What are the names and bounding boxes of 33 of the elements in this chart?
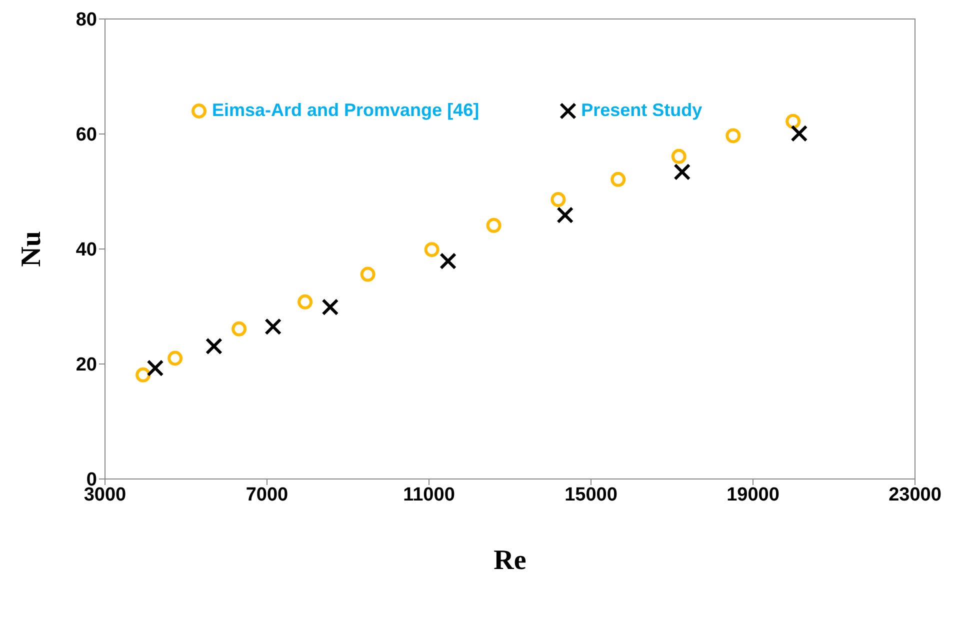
point xyxy=(726,128,741,144)
point xyxy=(671,148,686,164)
legend-label: Eimsa-Ard and Promvange [46] xyxy=(212,100,480,121)
point xyxy=(440,252,457,270)
y-axis-title: Nu xyxy=(16,231,47,267)
x-tick-label: 11000 xyxy=(403,484,455,506)
point xyxy=(550,192,566,208)
point xyxy=(205,338,222,355)
point xyxy=(786,114,801,129)
x-tick-label: 7000 xyxy=(246,484,288,506)
point xyxy=(424,242,440,258)
x-axis-title: Re xyxy=(494,545,526,576)
y-tick-label: 60 xyxy=(76,124,97,146)
point xyxy=(146,360,164,377)
x-tick-label: 15000 xyxy=(564,484,618,506)
point xyxy=(264,318,282,336)
point xyxy=(322,298,339,316)
point xyxy=(790,124,808,142)
y-tick-label: 20 xyxy=(76,354,97,376)
x-tick-label: 23000 xyxy=(888,484,942,506)
y-tick-label: 80 xyxy=(76,10,97,31)
point xyxy=(674,163,691,180)
point xyxy=(486,218,502,233)
point xyxy=(360,266,376,282)
y-tick-label: 40 xyxy=(76,240,97,261)
point xyxy=(556,206,574,224)
point xyxy=(232,321,247,336)
point xyxy=(298,294,313,310)
point xyxy=(610,172,626,187)
point xyxy=(136,367,151,382)
x-tick-label: 19000 xyxy=(726,484,780,506)
point xyxy=(168,350,183,366)
legend-label: Present Study xyxy=(581,100,702,121)
